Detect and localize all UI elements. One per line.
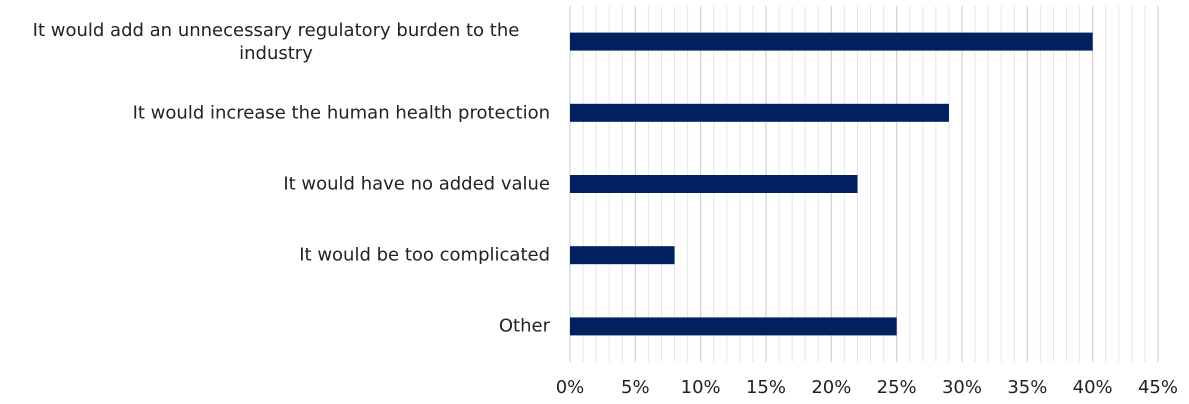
bar [570,103,949,122]
bar [570,246,675,265]
y-tick-label: It would have no added value [283,173,550,195]
x-tick-label: 15% [746,377,786,398]
x-tick-label: 5% [621,377,650,398]
x-tick-label: 10% [681,377,721,398]
x-tick-label: 20% [811,377,851,398]
bar [570,32,1093,51]
x-tick-label: 30% [942,377,982,398]
bar [570,317,897,336]
y-tick-label: It would increase the human health prote… [132,102,550,124]
bar [570,175,858,193]
x-tick-label: 0% [556,377,585,398]
x-tick-label: 40% [1073,377,1113,398]
x-tick-label: 35% [1007,377,1047,398]
y-tick-label: It would be too complicated [299,244,550,266]
y-tick-label: It would add an unnecessary regulatory b… [32,19,520,64]
y-tick-label: Other [498,315,550,337]
x-tick-label: 25% [877,377,917,398]
x-tick-label: 45% [1138,377,1178,398]
